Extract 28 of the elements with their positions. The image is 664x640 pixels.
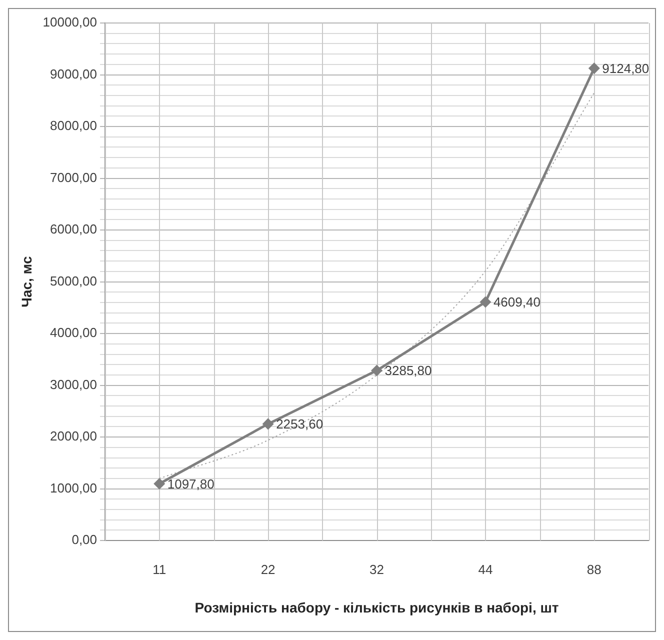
- x-tick-label: 88: [586, 562, 602, 577]
- data-label: 1097,80: [167, 476, 214, 492]
- y-tick-label: 0,00: [72, 532, 98, 548]
- y-tick-label: 10000,00: [42, 14, 98, 30]
- x-axis-title: Розмірність набору - кількість рисунків в наборі, шт: [194, 599, 559, 616]
- y-tick-label: 1000,00: [50, 480, 98, 496]
- y-tick-label: 8000,00: [50, 118, 98, 134]
- point: [588, 63, 600, 74]
- y-axis-title: Час, мс: [18, 256, 34, 308]
- point: [372, 365, 382, 376]
- y-tick-label: 2000,00: [50, 428, 98, 444]
- y-tick-label: 5000,00: [50, 273, 98, 288]
- data-label: 2253,60: [276, 416, 324, 432]
- x-tick-label: 22: [260, 562, 276, 577]
- point: [262, 418, 274, 430]
- x-tick-label: 32: [370, 562, 384, 577]
- point: [154, 478, 165, 490]
- y-tick-label: 9000,00: [50, 66, 98, 82]
- data-label: 3285,80: [384, 363, 432, 378]
- y-tick-label: 6000,00: [50, 222, 98, 237]
- y-tick-label: 4000,00: [50, 325, 98, 340]
- data-label: 4609,40: [493, 294, 540, 310]
- x-tick-label: 44: [478, 562, 493, 577]
- point: [480, 296, 491, 308]
- y-tick-label: 7000,00: [50, 170, 98, 185]
- y-tick-label: 3000,00: [50, 376, 98, 392]
- data-label: 9124,80: [602, 60, 650, 76]
- x-tick-label: 11: [152, 562, 166, 577]
